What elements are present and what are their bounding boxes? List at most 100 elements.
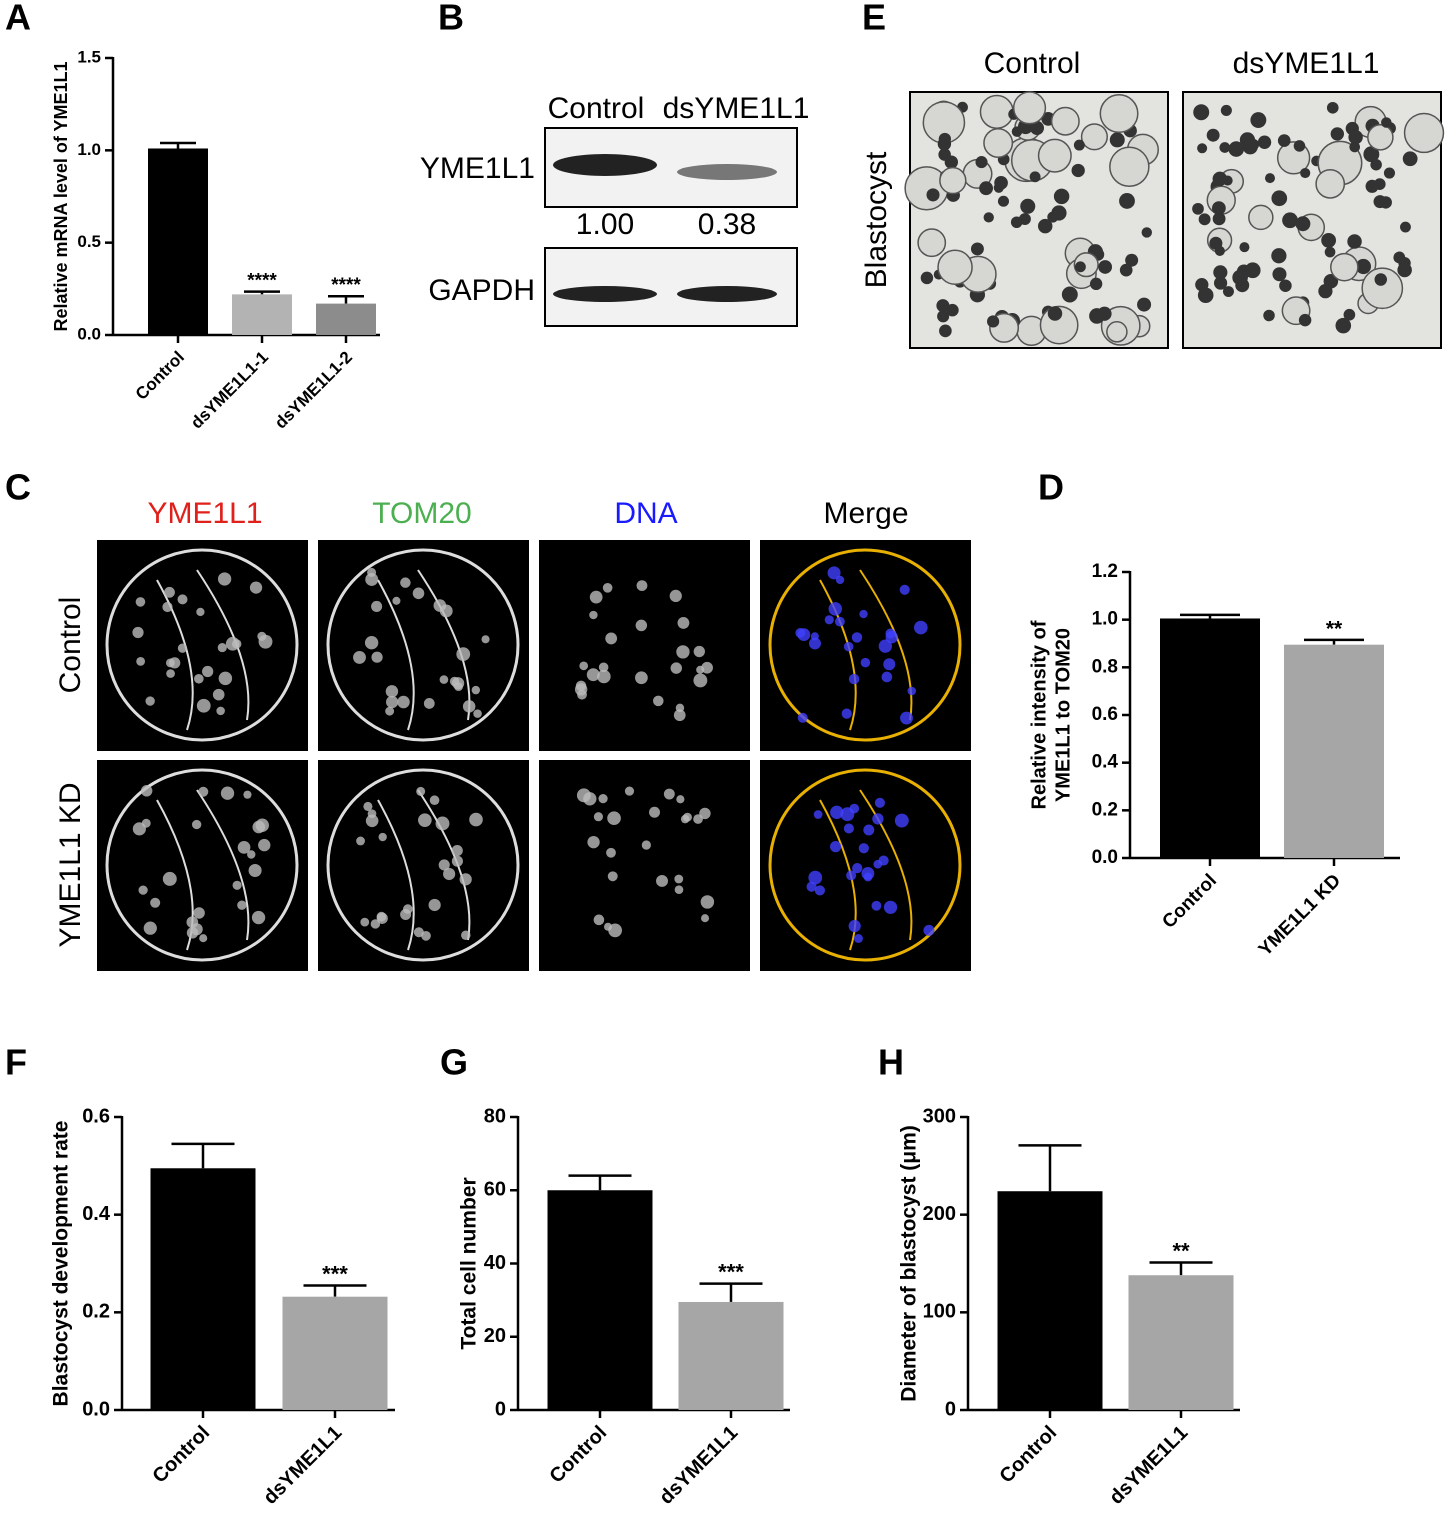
nucleus	[827, 566, 841, 580]
embryo	[1109, 146, 1150, 188]
embryo	[1029, 171, 1041, 183]
bar	[232, 294, 292, 335]
embryo	[1326, 101, 1339, 114]
nucleus	[852, 862, 863, 874]
nucleus	[454, 682, 463, 692]
embryo	[1232, 269, 1248, 286]
embryo	[1050, 106, 1080, 136]
y-tick-label: 0.6	[82, 1105, 110, 1127]
nucleus	[676, 645, 690, 659]
embryo	[1355, 258, 1372, 275]
nucleus	[371, 651, 383, 663]
embryo	[936, 299, 950, 313]
nucleus	[663, 788, 675, 800]
embryo	[1367, 124, 1394, 151]
nucleus	[186, 927, 199, 939]
image-column: Control	[984, 47, 1081, 80]
embryo	[1037, 138, 1072, 173]
nucleus	[841, 708, 852, 719]
nucleus	[874, 797, 885, 808]
nucleus	[649, 806, 661, 818]
nucleus	[378, 832, 387, 842]
nucleus	[653, 695, 664, 707]
cavity	[819, 789, 913, 951]
y-tick-label: 1.5	[77, 47, 101, 66]
embryo	[1073, 139, 1085, 151]
embryo	[1300, 167, 1311, 179]
embryo	[975, 156, 988, 169]
y-tick-label: 0	[945, 1398, 956, 1420]
bar	[997, 1191, 1103, 1410]
embryo	[938, 148, 951, 161]
embryo	[1272, 267, 1287, 282]
nucleus	[851, 632, 863, 643]
nucleus	[140, 785, 153, 797]
embryo	[1400, 221, 1411, 233]
channel-label: DNA	[614, 497, 677, 530]
significance: ***	[322, 1261, 348, 1286]
embryo	[1098, 260, 1113, 274]
nucleus	[363, 801, 373, 811]
embryo	[1080, 123, 1109, 151]
nucleus	[481, 635, 490, 644]
embryo	[1383, 167, 1396, 179]
nucleus	[885, 628, 896, 639]
nucleus	[873, 859, 883, 869]
bar	[547, 1190, 653, 1410]
nucleus	[143, 921, 157, 935]
nucleus	[674, 885, 684, 894]
nucleus	[894, 813, 909, 828]
embryo	[1219, 142, 1231, 153]
embryo	[1263, 309, 1275, 322]
nucleus	[914, 620, 928, 635]
embryo	[1271, 190, 1288, 207]
nucleus	[164, 586, 175, 598]
nucleus	[577, 689, 587, 700]
blot-row: GAPDH	[428, 274, 535, 307]
nucleus	[693, 673, 708, 688]
y-tick-label: 0.0	[1092, 847, 1118, 868]
bar	[1160, 618, 1260, 858]
significance: **	[1172, 1238, 1190, 1263]
nucleus	[251, 910, 266, 925]
embryo	[1197, 143, 1208, 154]
nucleus	[199, 934, 208, 943]
band	[553, 154, 657, 176]
embryo	[1071, 163, 1085, 178]
nucleus	[416, 786, 426, 796]
embryo	[1213, 265, 1228, 280]
embryo	[1282, 212, 1298, 229]
panel-label: F	[5, 1042, 27, 1083]
embryo	[1239, 242, 1250, 253]
embryo	[1277, 134, 1291, 147]
nucleus	[456, 647, 471, 661]
y-tick-label: 0.2	[1092, 799, 1118, 820]
nucleus	[247, 850, 256, 859]
nucleus	[673, 709, 686, 722]
significance: ***	[718, 1259, 744, 1284]
y-tick-label: 0.0	[82, 1398, 110, 1420]
embryo	[1264, 173, 1276, 184]
nucleus	[605, 632, 618, 645]
nucleus	[795, 627, 806, 638]
embryo	[1106, 321, 1128, 343]
y-axis-label: Blastocyst development rate	[50, 1121, 73, 1407]
nucleus	[220, 786, 235, 800]
row-label: YME1L1 KD	[54, 782, 87, 947]
nucleus	[141, 818, 151, 828]
embryo	[1293, 140, 1306, 152]
nucleus	[624, 786, 635, 796]
cavity	[156, 569, 250, 731]
nucleus	[598, 662, 609, 673]
band	[677, 286, 777, 302]
nucleus	[413, 927, 424, 938]
nucleus	[386, 695, 399, 709]
nucleus	[429, 795, 440, 806]
embryo	[1365, 179, 1379, 193]
nucleus	[365, 573, 379, 586]
nucleus	[237, 840, 251, 854]
nucleus	[854, 934, 863, 943]
fluorescence-image	[318, 540, 529, 751]
nucleus	[177, 594, 188, 605]
y-tick-label: 0.4	[82, 1203, 111, 1225]
